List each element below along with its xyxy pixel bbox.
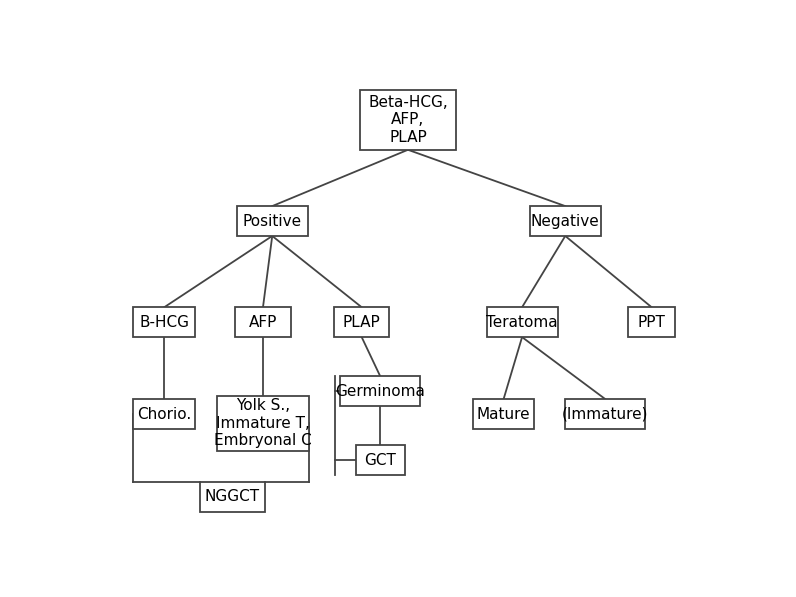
Text: Mature: Mature (477, 407, 530, 421)
Text: PPT: PPT (638, 315, 665, 330)
Text: NGGCT: NGGCT (205, 490, 259, 504)
FancyBboxPatch shape (236, 206, 308, 236)
Text: (Immature): (Immature) (562, 407, 649, 421)
Text: Beta-HCG,
AFP,
PLAP: Beta-HCG, AFP, PLAP (368, 95, 448, 145)
FancyBboxPatch shape (236, 307, 291, 337)
Text: GCT: GCT (365, 453, 396, 467)
FancyBboxPatch shape (565, 399, 646, 429)
FancyBboxPatch shape (340, 376, 420, 406)
Text: Chorio.: Chorio. (137, 407, 191, 421)
Text: B-HCG: B-HCG (139, 315, 189, 330)
Text: Germinoma: Germinoma (335, 384, 425, 399)
Text: Yolk S.,
Immature T,
Embryonal C: Yolk S., Immature T, Embryonal C (214, 398, 312, 448)
FancyBboxPatch shape (217, 396, 309, 451)
FancyBboxPatch shape (629, 307, 675, 337)
FancyBboxPatch shape (486, 307, 557, 337)
Text: Negative: Negative (531, 214, 599, 229)
Text: Teratoma: Teratoma (486, 315, 558, 330)
FancyBboxPatch shape (473, 399, 534, 429)
FancyBboxPatch shape (334, 307, 389, 337)
FancyBboxPatch shape (360, 90, 456, 150)
FancyBboxPatch shape (134, 399, 195, 429)
FancyBboxPatch shape (356, 445, 405, 475)
FancyBboxPatch shape (200, 482, 264, 512)
Text: Positive: Positive (243, 214, 302, 229)
Text: PLAP: PLAP (343, 315, 380, 330)
Text: AFP: AFP (249, 315, 277, 330)
FancyBboxPatch shape (134, 307, 195, 337)
FancyBboxPatch shape (530, 206, 601, 236)
